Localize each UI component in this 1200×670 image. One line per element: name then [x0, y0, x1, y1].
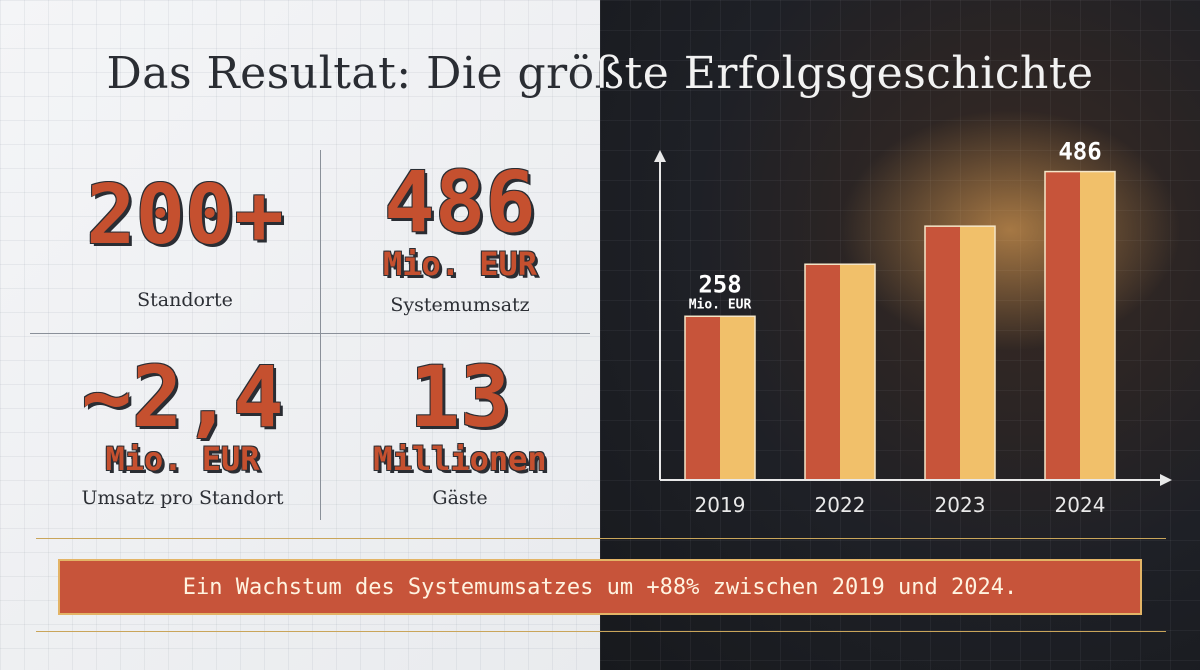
bar-2023-light-half	[960, 226, 995, 480]
bar-2022-light-half	[840, 264, 875, 480]
stat-revenue-per-location-value: ~2,4	[81, 348, 284, 446]
stat-revenue-per-location-unit: Mio. EUR	[105, 440, 260, 478]
stat-guests-value: 13	[409, 348, 511, 446]
stat-system-revenue: 486 Mio. EUR Systemumsatz	[325, 160, 595, 316]
stat-revenue-per-location-caption: Umsatz pro Standort	[81, 487, 284, 509]
x-tick-2019: 2019	[695, 493, 746, 517]
bar-2022-dark-half	[805, 264, 840, 480]
bar-2019	[684, 315, 756, 481]
x-tick-2023: 2023	[935, 493, 986, 517]
page-title: Das Resultat: Die größte Erfolgsgeschich…	[106, 48, 670, 99]
bar-2024-light-half	[1080, 171, 1115, 481]
data-label-2019-unit: Mio. EUR	[689, 297, 752, 312]
stats-divider-vertical	[320, 150, 321, 520]
bar-2024-dark-half	[1045, 171, 1080, 481]
x-tick-2024: 2024	[1055, 493, 1106, 517]
stat-revenue-per-location: ~2,4 Mio. EUR Umsatz pro Standort	[45, 355, 320, 509]
banner-frame	[36, 538, 1166, 632]
stat-locations: 200+ Standorte	[50, 168, 320, 312]
bar-2023	[924, 225, 996, 481]
stat-guests-unit: Millionen	[373, 440, 547, 478]
blueprint-grid	[0, 0, 600, 670]
stats-divider-horizontal	[30, 333, 590, 334]
bar-2023-dark-half	[925, 226, 960, 480]
page-title-overlay: Das Resultat: Die größte Erfolgsgeschich…	[106, 48, 1094, 99]
stat-system-revenue-value: 486	[384, 153, 536, 251]
y-axis-arrow	[654, 150, 666, 162]
bar-2019-light-half	[720, 316, 755, 480]
data-label-2019: 258	[698, 270, 741, 298]
bar-2024	[1044, 170, 1116, 481]
stat-locations-caption: Standorte	[137, 289, 233, 311]
growth-banner: Ein Wachstum des Systemumsatzes um +88% …	[58, 559, 1142, 615]
x-axis-arrow	[1160, 474, 1172, 486]
bar-2019-dark-half	[685, 316, 720, 480]
stat-guests-caption: Gäste	[432, 487, 488, 509]
stat-system-revenue-caption: Systemumsatz	[390, 294, 530, 316]
left-panel-background	[0, 0, 600, 670]
bar-2022	[804, 263, 876, 481]
stat-locations-value: 200+	[86, 168, 284, 263]
data-label-2024: 486	[1058, 138, 1101, 166]
stat-guests: 13 Millionen Gäste	[325, 355, 595, 509]
x-tick-2022: 2022	[815, 493, 866, 517]
chart-glow	[840, 110, 1180, 350]
stat-system-revenue-unit: Mio. EUR	[382, 245, 538, 283]
